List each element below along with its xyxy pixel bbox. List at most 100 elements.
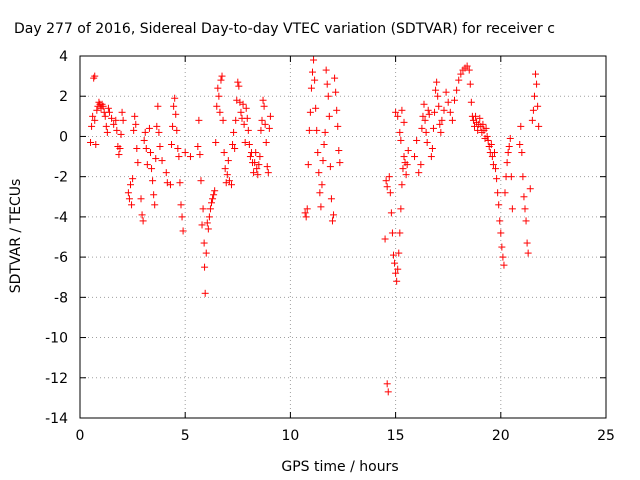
data-point	[322, 66, 330, 74]
data-point	[303, 205, 311, 213]
data-point	[437, 128, 445, 136]
data-point	[119, 116, 127, 124]
data-point	[138, 211, 146, 219]
data-point	[245, 140, 253, 148]
data-point	[394, 265, 402, 273]
data-point	[467, 98, 475, 106]
data-point	[117, 130, 125, 138]
data-point	[503, 159, 511, 167]
data-point	[506, 134, 514, 142]
data-point	[209, 195, 217, 203]
data-point	[504, 149, 512, 157]
data-point	[321, 128, 329, 136]
data-point	[93, 106, 101, 114]
data-point	[216, 108, 224, 116]
data-point	[313, 126, 321, 134]
data-point	[535, 122, 543, 130]
data-point	[389, 251, 397, 259]
data-point	[533, 80, 541, 88]
data-point	[124, 189, 132, 197]
data-point	[394, 112, 402, 120]
data-point	[229, 140, 237, 148]
data-point	[89, 112, 97, 120]
data-point	[103, 128, 111, 136]
data-point	[397, 136, 405, 144]
x-tick-labels: 0 5 10 15 20 25	[76, 428, 615, 444]
data-point	[417, 161, 425, 169]
data-point	[402, 171, 410, 179]
data-point	[381, 235, 389, 243]
data-point	[476, 114, 484, 122]
data-point	[505, 143, 513, 150]
data-point	[483, 132, 491, 140]
data-point	[526, 185, 534, 193]
data-point	[307, 84, 315, 92]
data-point	[101, 112, 109, 120]
data-point	[115, 151, 123, 159]
y-tick-label: -8	[54, 290, 68, 306]
data-point	[174, 145, 182, 153]
data-point	[265, 124, 273, 132]
data-point	[212, 138, 220, 146]
data-point	[254, 171, 262, 179]
data-point	[256, 153, 264, 161]
data-point	[391, 259, 399, 267]
data-point	[448, 116, 456, 124]
data-point	[251, 159, 259, 167]
data-point	[403, 161, 411, 169]
data-point	[388, 229, 396, 237]
data-point	[306, 108, 314, 116]
data-point	[197, 177, 205, 185]
data-point	[331, 74, 339, 82]
data-point	[237, 108, 245, 116]
data-point	[141, 128, 149, 136]
data-point	[315, 169, 323, 177]
data-point	[198, 221, 206, 229]
data-point	[231, 145, 239, 153]
data-point	[225, 177, 233, 185]
data-point	[427, 153, 435, 161]
x-tick-label: 25	[597, 428, 615, 444]
data-point	[246, 153, 254, 161]
data-point	[129, 175, 137, 183]
data-point	[472, 112, 480, 120]
data-point	[457, 70, 465, 78]
data-point	[242, 104, 250, 112]
data-point	[219, 116, 227, 124]
data-point	[194, 143, 202, 150]
data-point	[463, 62, 471, 70]
data-point	[311, 76, 319, 84]
data-point	[396, 229, 404, 237]
data-point	[438, 116, 446, 124]
data-point	[116, 145, 124, 153]
data-point	[227, 181, 235, 189]
data-point	[523, 239, 531, 247]
data-point	[400, 153, 408, 161]
data-point	[244, 126, 252, 134]
data-point	[99, 102, 107, 110]
data-point	[396, 128, 404, 136]
data-point	[425, 110, 433, 118]
y-tick-label: -14	[45, 411, 68, 427]
data-point	[324, 92, 332, 100]
data-point	[230, 128, 238, 136]
data-point	[471, 122, 478, 130]
data-point	[328, 217, 336, 225]
data-point	[87, 138, 95, 146]
data-point	[264, 169, 272, 177]
data-point	[204, 225, 212, 233]
data-point	[154, 102, 162, 110]
data-point	[517, 122, 525, 130]
data-point	[172, 110, 180, 118]
data-point	[302, 213, 310, 221]
data-point	[126, 181, 134, 189]
data-point	[428, 145, 436, 153]
y-axis-label: SDTVAR / TECUs	[8, 179, 24, 294]
data-point	[421, 116, 429, 124]
data-point	[263, 163, 271, 171]
data-point	[516, 140, 524, 148]
data-point	[508, 205, 516, 213]
data-point	[432, 86, 440, 94]
x-tick-label: 15	[387, 428, 405, 444]
